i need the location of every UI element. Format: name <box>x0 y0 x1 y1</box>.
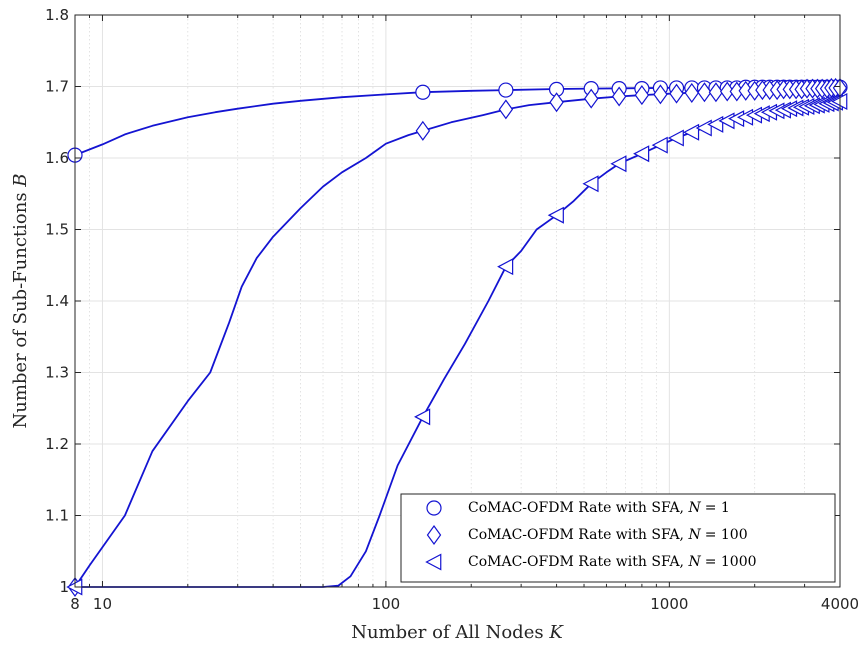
series-1-marker <box>684 82 700 103</box>
legend-symbol-2 <box>425 553 442 571</box>
legend-entry-2-prefix: CoMAC-OFDM Rate with SFA, <box>468 554 688 570</box>
series-1-marker <box>583 88 599 109</box>
y-tick-label: 1.7 <box>45 78 69 96</box>
x-axis-label: Number of All Nodes K <box>351 622 564 643</box>
series-2-marker <box>667 129 684 147</box>
legend-symbol-1 <box>426 524 442 546</box>
series-1-marker <box>611 86 627 107</box>
x-tick-label: 4000 <box>821 595 859 613</box>
series-1-marker <box>697 82 712 103</box>
series-2-marker <box>414 408 431 426</box>
legend-box <box>400 493 836 583</box>
series-2-marker <box>633 145 650 163</box>
series-1-marker <box>634 85 650 106</box>
legend-symbols <box>425 500 442 571</box>
y-tick-label: 1.8 <box>45 6 69 24</box>
series-2-marker <box>683 123 700 141</box>
x-axis-label-var: K <box>548 622 564 643</box>
y-tick-label: 1.5 <box>45 221 69 239</box>
series-1-marker <box>669 83 684 104</box>
legend-entry-2-value: = 1000 <box>705 554 757 570</box>
series-2-marker <box>582 175 599 193</box>
legend-entry-1-value: = 100 <box>705 527 748 543</box>
series-2-marker <box>547 206 564 224</box>
series-1-marker <box>708 82 724 103</box>
x-tick-label: 10 <box>93 595 112 613</box>
legend-entry-1-prefix: CoMAC-OFDM Rate with SFA, <box>468 527 688 543</box>
legend-entry-0: CoMAC-OFDM Rate with SFA, N = 1 <box>468 500 730 516</box>
y-axis-label-text: Number of Sub-Functions <box>10 192 31 428</box>
grid-minor <box>89 15 805 587</box>
legend-entry-1: CoMAC-OFDM Rate with SFA, N = 100 <box>468 527 748 543</box>
series-0-marker <box>415 84 431 100</box>
x-tick-label: 100 <box>372 595 401 613</box>
series-2-marker <box>497 258 514 276</box>
y-axis-label: Number of Sub-Functions B <box>10 173 31 428</box>
series-1-marker <box>653 84 668 105</box>
legend: CoMAC-OFDM Rate with SFA, N = 1 CoMAC-OFD… <box>400 493 836 583</box>
series-2-marker <box>651 136 668 154</box>
series-1-marker <box>549 92 564 113</box>
y-tick-label: 1 <box>59 578 69 596</box>
legend-entry-0-prefix: CoMAC-OFDM Rate with SFA, <box>468 500 688 516</box>
series-2-marker <box>610 155 627 173</box>
axis-ticks <box>74 14 841 588</box>
x-tick-label: 8 <box>70 595 80 613</box>
legend-entry-2: CoMAC-OFDM Rate with SFA, N = 1000 <box>468 554 757 570</box>
legend-entry-0-var: N <box>687 500 701 516</box>
y-tick-labels: 1 1.1 1.2 1.3 1.4 1.5 1.6 1.7 1.8 <box>45 6 69 596</box>
y-tick-label: 1.6 <box>45 149 69 167</box>
x-tick-labels: 8 10 100 1000 4000 <box>70 595 859 613</box>
series-1-marker <box>415 120 431 141</box>
y-axis-label-var: B <box>10 173 31 187</box>
series-1-marker <box>719 81 735 102</box>
series-0-marker <box>498 82 514 98</box>
x-tick-label: 1000 <box>650 595 688 613</box>
legend-entry-1-var: N <box>687 527 701 543</box>
y-tick-label: 1.2 <box>45 435 69 453</box>
y-tick-label: 1.3 <box>45 364 69 382</box>
legend-symbol-0 <box>426 500 442 516</box>
legend-entry-0-value: = 1 <box>705 500 730 516</box>
y-tick-label: 1.1 <box>45 507 69 525</box>
series-1-marker <box>498 99 514 120</box>
legend-entry-2-var: N <box>687 554 701 570</box>
x-axis-label-text: Number of All Nodes <box>351 622 543 643</box>
y-tick-label: 1.4 <box>45 292 69 310</box>
